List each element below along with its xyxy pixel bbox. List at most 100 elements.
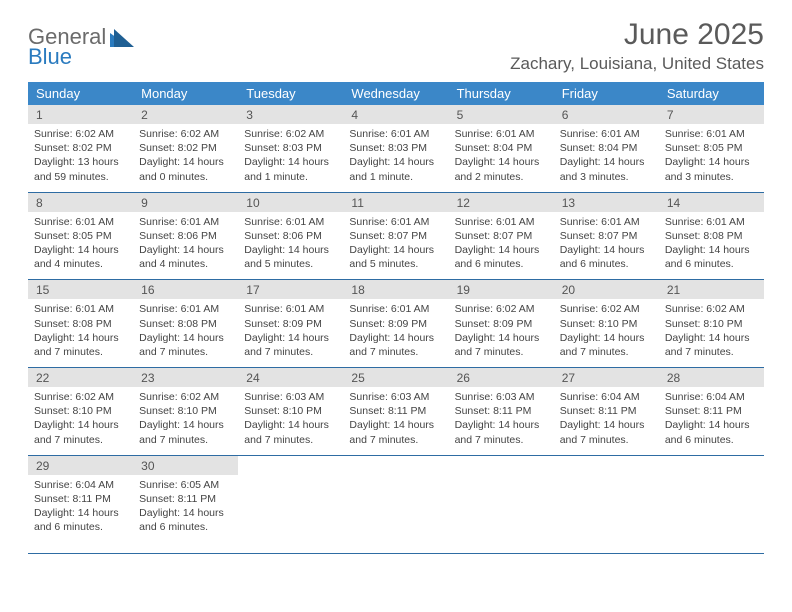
daylight-text: Daylight: 14 hours and 7 minutes. (139, 331, 232, 359)
sunrise-text: Sunrise: 6:01 AM (349, 302, 442, 316)
day-number: 24 (238, 368, 343, 387)
day-cell: Sunrise: 6:02 AMSunset: 8:09 PMDaylight:… (449, 299, 554, 367)
day-number: 30 (133, 456, 238, 475)
day-number: 15 (28, 280, 133, 299)
sunrise-text: Sunrise: 6:02 AM (455, 302, 548, 316)
day-number: 23 (133, 368, 238, 387)
daylight-text: Daylight: 14 hours and 7 minutes. (455, 418, 548, 446)
daylight-text: Daylight: 14 hours and 6 minutes. (560, 243, 653, 271)
daylight-text: Daylight: 14 hours and 7 minutes. (244, 331, 337, 359)
daylight-text: Daylight: 14 hours and 3 minutes. (560, 155, 653, 183)
day-number: 21 (659, 280, 764, 299)
sunrise-text: Sunrise: 6:02 AM (139, 127, 232, 141)
daylight-text: Daylight: 14 hours and 7 minutes. (34, 418, 127, 446)
sunrise-text: Sunrise: 6:02 AM (244, 127, 337, 141)
sunset-text: Sunset: 8:08 PM (139, 317, 232, 331)
sunrise-text: Sunrise: 6:01 AM (244, 215, 337, 229)
daylight-text: Daylight: 14 hours and 3 minutes. (665, 155, 758, 183)
day-number: 20 (554, 280, 659, 299)
day-number (449, 456, 554, 475)
day-cell: Sunrise: 6:01 AMSunset: 8:08 PMDaylight:… (659, 212, 764, 280)
day-number: 18 (343, 280, 448, 299)
weeks-container: 1234567Sunrise: 6:02 AMSunset: 8:02 PMDa… (28, 105, 764, 554)
sunset-text: Sunset: 8:04 PM (455, 141, 548, 155)
day-cell: Sunrise: 6:03 AMSunset: 8:11 PMDaylight:… (343, 387, 448, 455)
day-cell: Sunrise: 6:03 AMSunset: 8:11 PMDaylight:… (449, 387, 554, 455)
sunrise-text: Sunrise: 6:01 AM (34, 302, 127, 316)
day-number (554, 456, 659, 475)
sunset-text: Sunset: 8:09 PM (349, 317, 442, 331)
sunset-text: Sunset: 8:06 PM (139, 229, 232, 243)
day-number: 6 (554, 105, 659, 124)
sunset-text: Sunset: 8:11 PM (560, 404, 653, 418)
sunset-text: Sunset: 8:11 PM (139, 492, 232, 506)
daynum-row: 1234567 (28, 105, 764, 124)
sunset-text: Sunset: 8:10 PM (139, 404, 232, 418)
day-cell: Sunrise: 6:02 AMSunset: 8:10 PMDaylight:… (659, 299, 764, 367)
day-number: 8 (28, 193, 133, 212)
sunset-text: Sunset: 8:03 PM (244, 141, 337, 155)
day-cell: Sunrise: 6:02 AMSunset: 8:02 PMDaylight:… (133, 124, 238, 192)
sunset-text: Sunset: 8:08 PM (34, 317, 127, 331)
sunrise-text: Sunrise: 6:05 AM (139, 478, 232, 492)
day-number: 10 (238, 193, 343, 212)
week-row: Sunrise: 6:02 AMSunset: 8:10 PMDaylight:… (28, 387, 764, 456)
day-number: 11 (343, 193, 448, 212)
week-row: Sunrise: 6:01 AMSunset: 8:08 PMDaylight:… (28, 299, 764, 368)
day-cell: Sunrise: 6:01 AMSunset: 8:05 PMDaylight:… (659, 124, 764, 192)
day-of-week-header: Sunday Monday Tuesday Wednesday Thursday… (28, 82, 764, 105)
day-cell (343, 475, 448, 553)
day-cell (238, 475, 343, 553)
sunset-text: Sunset: 8:06 PM (244, 229, 337, 243)
day-number: 26 (449, 368, 554, 387)
day-number: 27 (554, 368, 659, 387)
sunset-text: Sunset: 8:07 PM (455, 229, 548, 243)
dow-wednesday: Wednesday (343, 82, 448, 105)
day-number: 28 (659, 368, 764, 387)
sunset-text: Sunset: 8:09 PM (455, 317, 548, 331)
sunset-text: Sunset: 8:05 PM (34, 229, 127, 243)
sunrise-text: Sunrise: 6:02 AM (34, 390, 127, 404)
daylight-text: Daylight: 14 hours and 4 minutes. (34, 243, 127, 271)
day-cell: Sunrise: 6:01 AMSunset: 8:08 PMDaylight:… (28, 299, 133, 367)
brand-part2: Blue (28, 44, 72, 70)
sunrise-text: Sunrise: 6:01 AM (455, 127, 548, 141)
day-cell: Sunrise: 6:01 AMSunset: 8:05 PMDaylight:… (28, 212, 133, 280)
dow-friday: Friday (554, 82, 659, 105)
day-number (659, 456, 764, 475)
day-cell: Sunrise: 6:04 AMSunset: 8:11 PMDaylight:… (554, 387, 659, 455)
title-block: June 2025 Zachary, Louisiana, United Sta… (510, 18, 764, 74)
day-cell: Sunrise: 6:01 AMSunset: 8:08 PMDaylight:… (133, 299, 238, 367)
sunrise-text: Sunrise: 6:01 AM (139, 215, 232, 229)
day-cell: Sunrise: 6:01 AMSunset: 8:07 PMDaylight:… (554, 212, 659, 280)
dow-thursday: Thursday (449, 82, 554, 105)
day-number: 25 (343, 368, 448, 387)
page: General June 2025 Zachary, Louisiana, Un… (0, 0, 792, 572)
day-number: 17 (238, 280, 343, 299)
day-cell: Sunrise: 6:02 AMSunset: 8:10 PMDaylight:… (28, 387, 133, 455)
day-cell: Sunrise: 6:04 AMSunset: 8:11 PMDaylight:… (659, 387, 764, 455)
day-number: 19 (449, 280, 554, 299)
week-row: Sunrise: 6:02 AMSunset: 8:02 PMDaylight:… (28, 124, 764, 193)
day-cell: Sunrise: 6:02 AMSunset: 8:02 PMDaylight:… (28, 124, 133, 192)
sunset-text: Sunset: 8:02 PM (34, 141, 127, 155)
week-row: Sunrise: 6:04 AMSunset: 8:11 PMDaylight:… (28, 475, 764, 554)
sunrise-text: Sunrise: 6:02 AM (139, 390, 232, 404)
sunset-text: Sunset: 8:10 PM (560, 317, 653, 331)
sunset-text: Sunset: 8:05 PM (665, 141, 758, 155)
daylight-text: Daylight: 14 hours and 7 minutes. (349, 331, 442, 359)
sunrise-text: Sunrise: 6:02 AM (34, 127, 127, 141)
day-number: 22 (28, 368, 133, 387)
sunset-text: Sunset: 8:07 PM (349, 229, 442, 243)
sunrise-text: Sunrise: 6:01 AM (349, 215, 442, 229)
day-cell: Sunrise: 6:01 AMSunset: 8:09 PMDaylight:… (343, 299, 448, 367)
daylight-text: Daylight: 14 hours and 7 minutes. (560, 331, 653, 359)
header: General June 2025 Zachary, Louisiana, Un… (28, 18, 764, 74)
sunset-text: Sunset: 8:10 PM (244, 404, 337, 418)
location-subtitle: Zachary, Louisiana, United States (510, 54, 764, 74)
daylight-text: Daylight: 14 hours and 1 minute. (349, 155, 442, 183)
daylight-text: Daylight: 14 hours and 6 minutes. (665, 243, 758, 271)
dow-tuesday: Tuesday (238, 82, 343, 105)
calendar: Sunday Monday Tuesday Wednesday Thursday… (28, 82, 764, 554)
daylight-text: Daylight: 14 hours and 6 minutes. (34, 506, 127, 534)
